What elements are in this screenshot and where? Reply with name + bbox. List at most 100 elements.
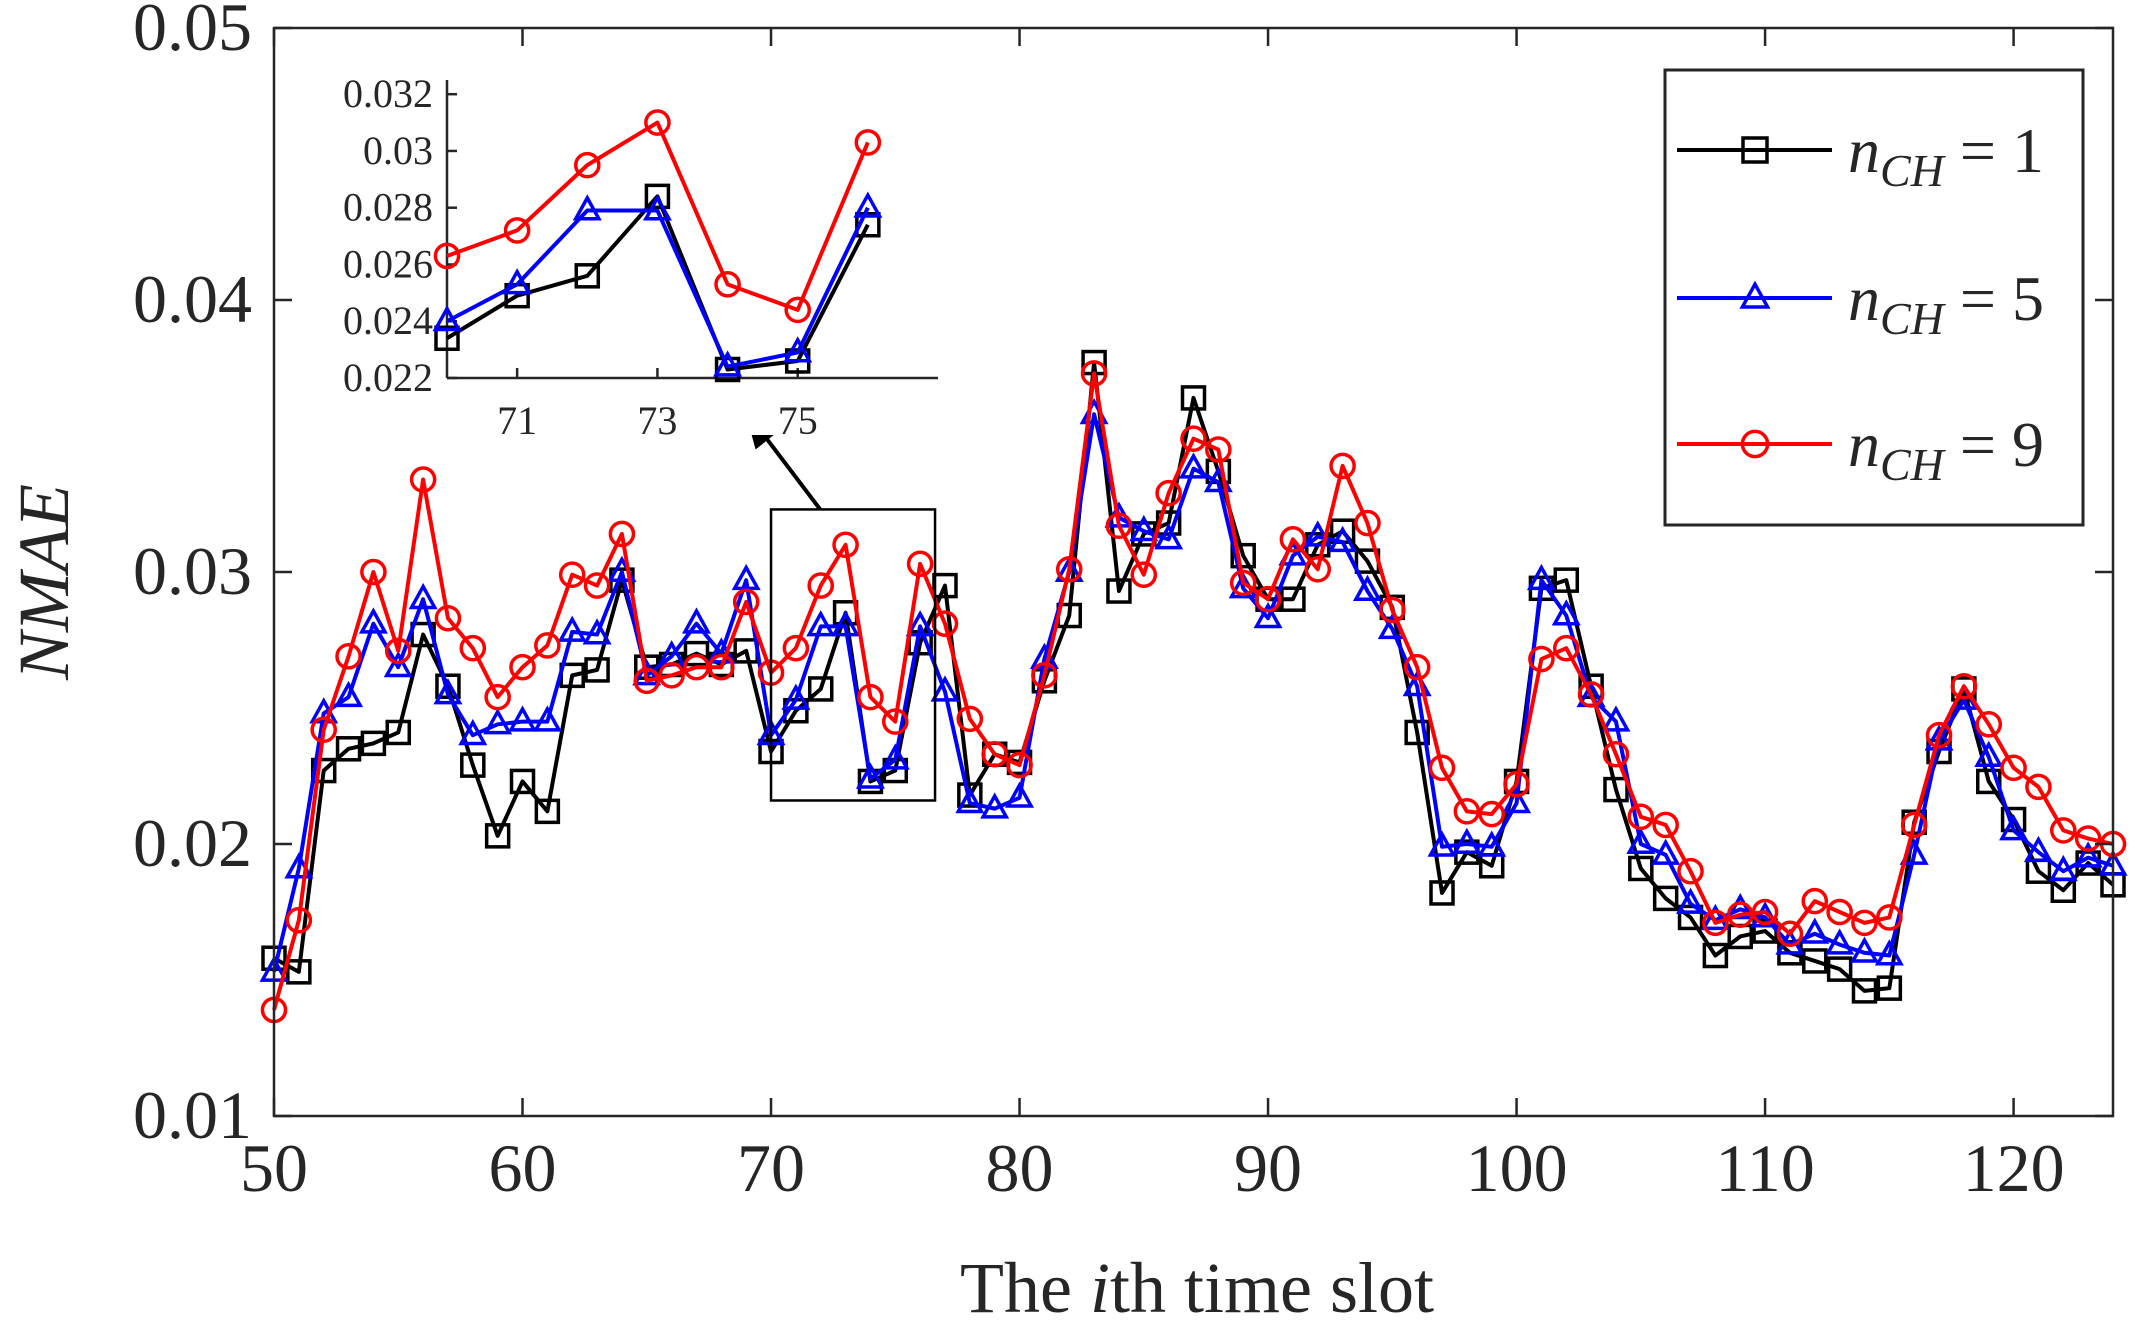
- x-tick-label: 90: [1234, 1130, 1302, 1206]
- series-2-point: [532, 705, 562, 732]
- series-3-point: [2074, 825, 2102, 852]
- series-3-point: [1329, 452, 1356, 480]
- inset-y-tick-label: 0.028: [343, 185, 433, 230]
- series-3-point: [633, 667, 661, 695]
- x-tick-label: 50: [240, 1130, 308, 1206]
- series-2-point: [1005, 781, 1035, 808]
- series-3-point: [1229, 569, 1257, 597]
- series-1-point: [286, 959, 312, 985]
- series-2-point: [1651, 838, 1681, 865]
- series-2-point: [855, 762, 885, 789]
- series-3-point: [1304, 555, 1332, 583]
- series-3-point: [857, 683, 884, 711]
- inset-series-1-point: [434, 325, 460, 352]
- inset-series-3-point: [433, 242, 461, 270]
- series-3-point: [1006, 751, 1033, 779]
- series-2-point: [1154, 523, 1184, 550]
- series-2-point: [905, 610, 935, 637]
- series-2-point: [1849, 936, 1880, 963]
- x-tick-label: 120: [1963, 1130, 2065, 1206]
- series-2-point: [1924, 724, 1954, 751]
- inset-series-3-point: [573, 151, 601, 179]
- series-1-point: [484, 823, 511, 849]
- series-2-point: [507, 705, 538, 732]
- inset-series-1-point: [644, 183, 671, 210]
- zoom-region-box: [769, 508, 937, 802]
- series-3-point: [683, 653, 710, 681]
- series-2-point: [681, 607, 711, 634]
- series-2-point: [1452, 827, 1482, 854]
- series-1-point: [957, 782, 983, 808]
- legend-marker: [1739, 280, 1771, 309]
- series-3-point: [310, 716, 338, 744]
- inset-series-3-point: [784, 296, 812, 324]
- inset-y-tick-label: 0.026: [343, 241, 433, 286]
- legend-entry-1: nCH = 1: [1677, 115, 2044, 196]
- series-3-point: [832, 531, 859, 559]
- series-2-point: [383, 650, 413, 678]
- series-3-point: [558, 561, 586, 589]
- series-1-point: [1802, 948, 1828, 974]
- series-2-point: [1328, 525, 1358, 553]
- y-tick-label: 0.05: [133, 0, 252, 65]
- series-3-point: [1851, 909, 1878, 937]
- series-3-point: [732, 588, 760, 616]
- inset-series-3-line: [446, 120, 870, 312]
- series-2-point: [408, 582, 438, 610]
- series-1-point: [1876, 975, 1903, 1001]
- series-2-point: [358, 607, 388, 634]
- series-3-point: [2025, 773, 2052, 801]
- series-3-point: [881, 708, 909, 735]
- series-2: [259, 397, 2128, 982]
- series-3-point: [1975, 711, 2003, 738]
- y-tick-label: 0.01: [133, 1077, 252, 1153]
- inset-y-tick-label: 0.022: [343, 355, 433, 400]
- series-3-point: [1950, 672, 1978, 700]
- inset-series-3-point: [854, 129, 882, 156]
- series-2-point: [806, 610, 836, 637]
- series-3-point: [1900, 811, 1928, 839]
- legend-marker: [1740, 429, 1770, 459]
- series-2-point: [1626, 827, 1656, 854]
- series-1-point: [584, 657, 610, 683]
- series-3-point: [1652, 811, 1679, 839]
- series-2-point: [1700, 903, 1730, 931]
- legend-label: nCH = 5: [1848, 263, 2044, 344]
- series-2-point: [483, 708, 513, 735]
- y-tick-label: 0.04: [133, 261, 252, 337]
- series-1-point: [1851, 978, 1878, 1004]
- series-3-point: [1801, 887, 1829, 915]
- series-2-point: [2023, 835, 2053, 863]
- series-3-point: [409, 466, 437, 493]
- series-2-point: [1352, 574, 1382, 602]
- series-1-point: [1404, 719, 1430, 746]
- series-3-point: [459, 634, 487, 662]
- series-1-point: [534, 798, 561, 825]
- series-1-point: [1652, 885, 1679, 912]
- series-2-point: [1303, 520, 1333, 547]
- x-axis-label: The ith time slot: [960, 1248, 1434, 1328]
- inset-series-2-line: [446, 206, 870, 369]
- x-tick-label: 110: [1715, 1130, 1814, 1206]
- series-1-point: [509, 768, 536, 795]
- series-3-point: [1726, 901, 1754, 929]
- legend-label: nCH = 1: [1848, 115, 2044, 196]
- inset-series-3: [433, 109, 882, 324]
- series-2-point: [433, 678, 463, 705]
- y-tick-label: 0.03: [133, 533, 252, 609]
- series-3-point: [1205, 436, 1232, 463]
- series-1-point: [1603, 776, 1629, 803]
- legend-label: nCH = 9: [1848, 409, 2044, 490]
- series-2-point: [1874, 939, 1904, 966]
- series-2-point: [1551, 599, 1581, 626]
- x-tick-label: 80: [986, 1130, 1054, 1206]
- series-2-point: [1129, 514, 1159, 542]
- series-3-point: [931, 610, 959, 637]
- inset-series-1-point: [714, 356, 741, 383]
- series-1-point: [1106, 578, 1132, 604]
- inset-x-tick-label: 73: [637, 398, 677, 443]
- series-3-point: [956, 705, 984, 733]
- series-2-point: [1502, 786, 1532, 814]
- series-1-point: [1180, 385, 1207, 411]
